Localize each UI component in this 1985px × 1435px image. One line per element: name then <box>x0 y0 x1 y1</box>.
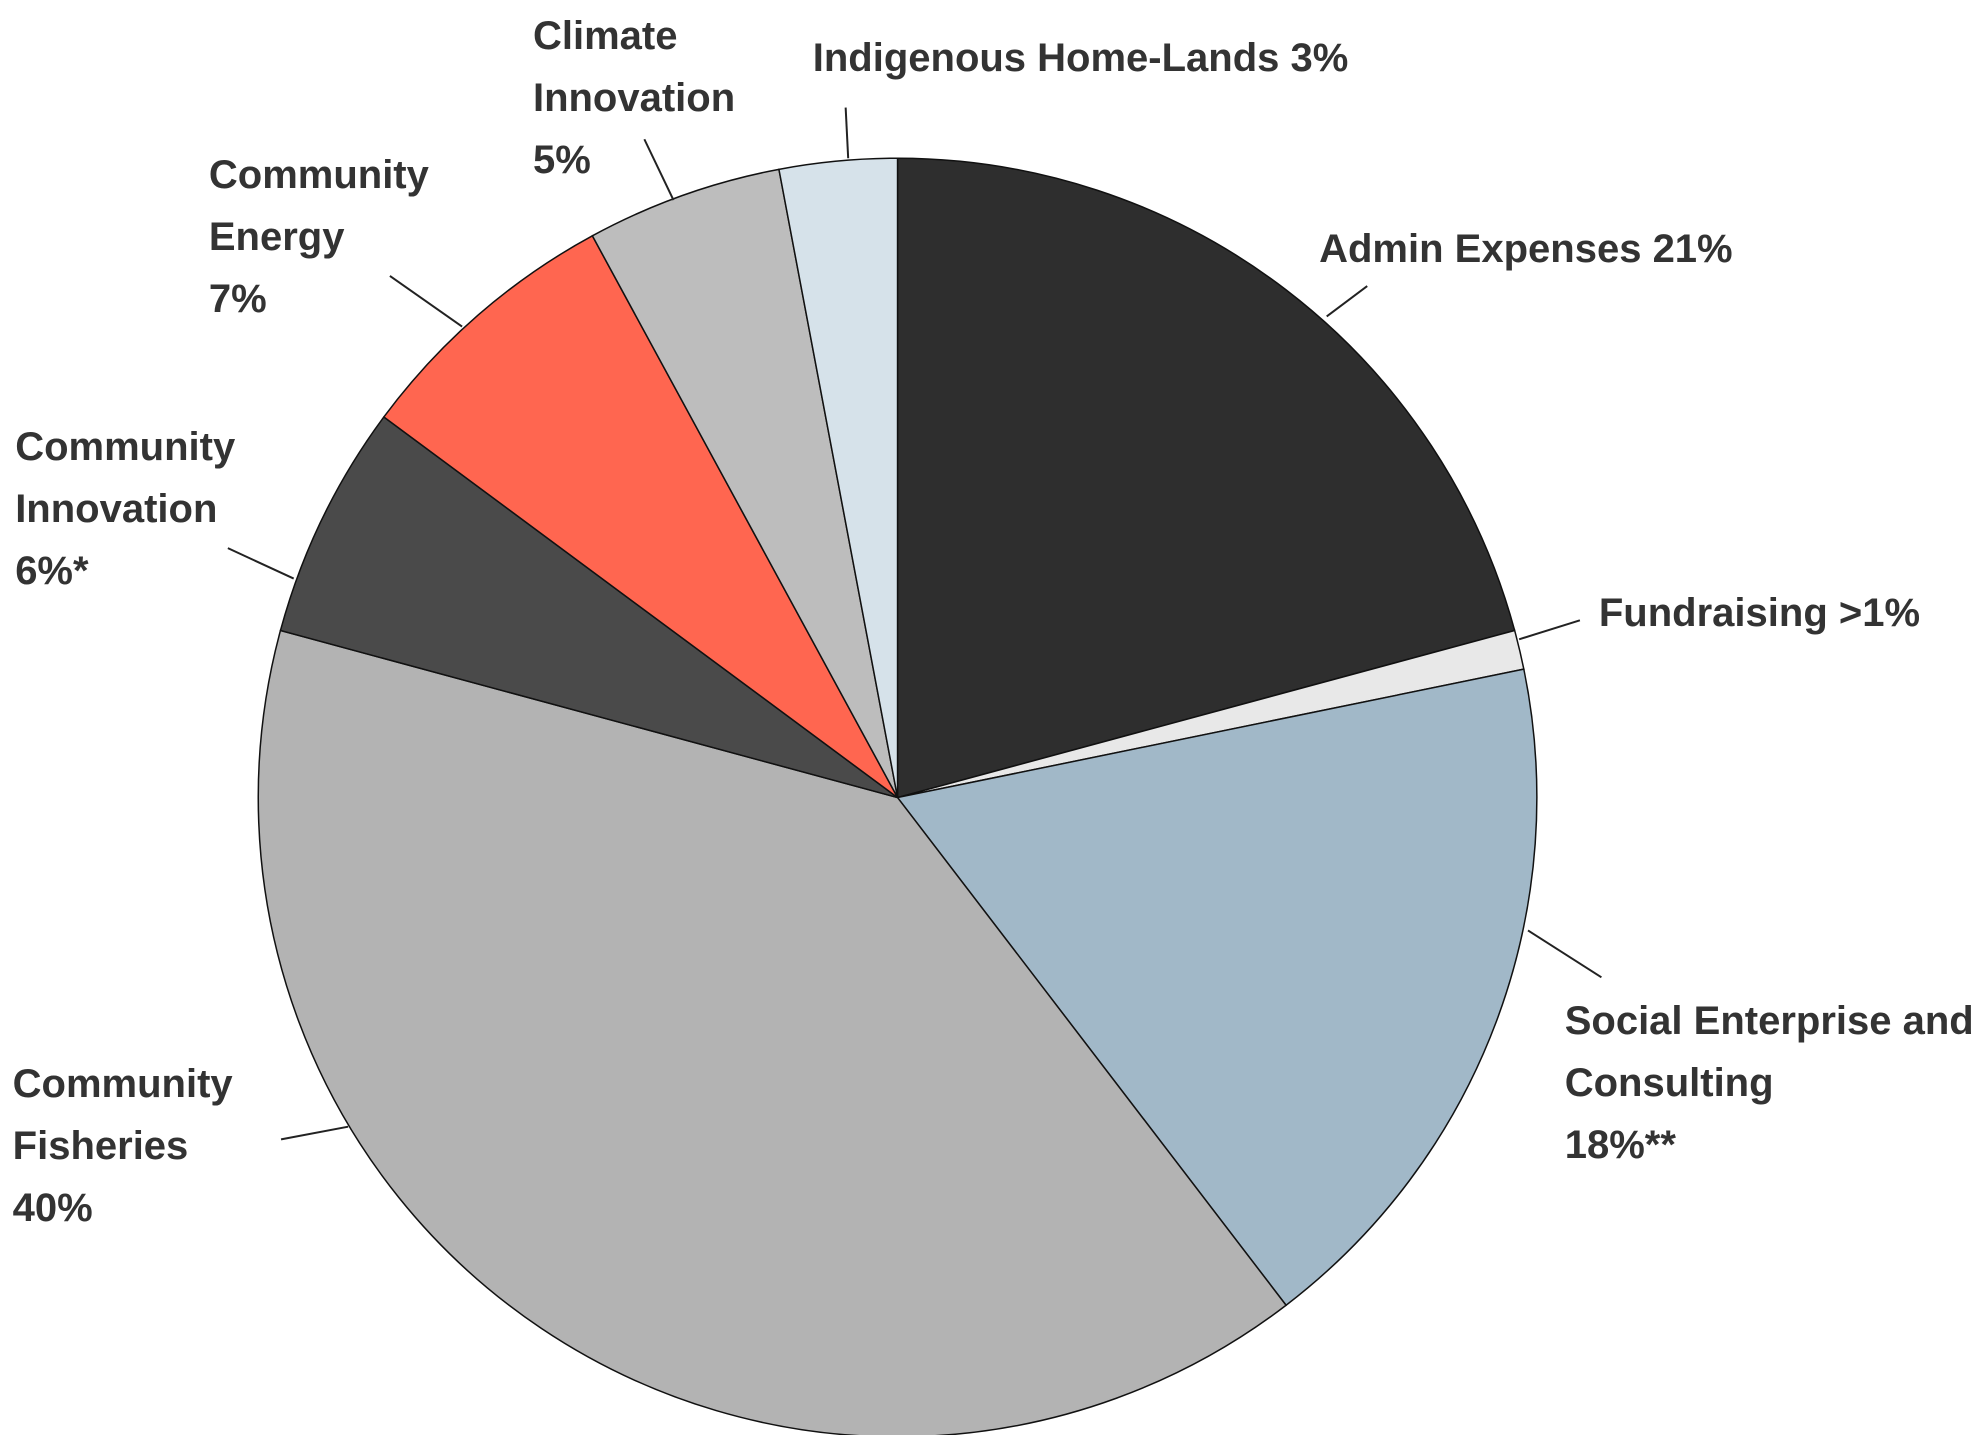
leader-line <box>280 1125 349 1141</box>
category-name: Climate Innovation <box>532 14 736 121</box>
pie-slice <box>896 157 1516 799</box>
slice-label: Community Fisheries 40% <box>13 1053 304 1239</box>
leader-line <box>227 547 295 580</box>
slice-label: Community Innovation 6%* <box>15 416 306 602</box>
slice-label: Fundraising >1% <box>1599 582 1920 644</box>
value-label: 18%** <box>1564 1122 1676 1167</box>
value-label: >1% <box>1838 591 1921 636</box>
leader-line <box>643 138 675 201</box>
slice-label: Climate Innovation 5% <box>533 5 812 191</box>
pie-slice <box>591 168 899 798</box>
value-label: 5% <box>532 138 591 183</box>
category-name: Social Enterprise and Consulting <box>1564 998 1974 1105</box>
leader-line <box>1518 619 1581 641</box>
category-name: Community Fisheries <box>12 1062 233 1169</box>
slice-label: Admin Expenses 21% <box>1319 218 1733 280</box>
pie-slice <box>778 157 899 798</box>
leader-line <box>389 275 463 328</box>
category-name: Community Energy <box>208 153 429 260</box>
slice-label: Social Enterprise and Consulting 18%** <box>1565 990 1985 1176</box>
leader-line <box>1326 285 1368 318</box>
category-name: Indigenous Home-Lands <box>812 35 1280 80</box>
slice-label: Indigenous Home-Lands 3% <box>813 27 1349 89</box>
pie-slice <box>257 629 1288 1435</box>
value-label: 3% <box>1290 35 1349 80</box>
slice-label: Community Energy 7% <box>209 144 500 330</box>
value-label: 40% <box>12 1186 93 1231</box>
value-label: 21% <box>1652 226 1733 271</box>
value-label: 6%* <box>15 549 89 594</box>
leader-line <box>844 107 850 159</box>
pie-slice <box>382 234 899 799</box>
category-name: Community Innovation <box>15 425 236 532</box>
pie-slice <box>896 668 1538 1307</box>
category-name: Admin Expenses <box>1319 226 1642 271</box>
leader-line <box>1527 929 1602 979</box>
pie-slice <box>279 415 899 799</box>
category-name: Fundraising <box>1598 591 1828 636</box>
value-label: 7% <box>208 277 267 322</box>
